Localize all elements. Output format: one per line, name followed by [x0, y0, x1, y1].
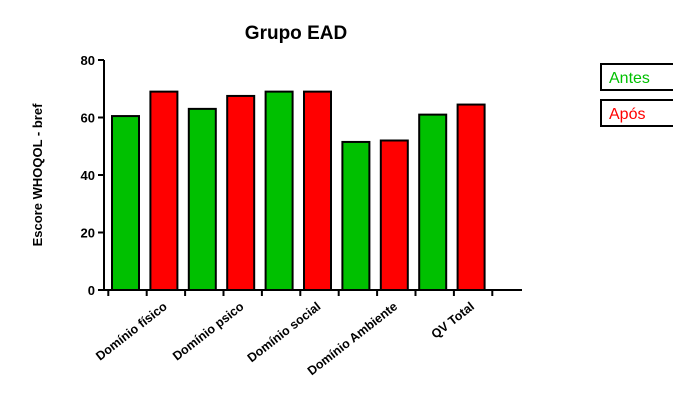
bar-antes-0	[111, 115, 140, 291]
y-axis-label: Escore WHOQOL - bref	[30, 103, 45, 246]
bars-layer	[111, 90, 486, 291]
y-tick-label-0: 0	[88, 283, 95, 298]
bar-apos-2	[303, 90, 332, 291]
bar-antes-2	[264, 90, 294, 291]
bar-apos-0	[149, 90, 179, 291]
bar-antes-4	[418, 113, 448, 291]
y-tick-label-60: 60	[81, 111, 95, 126]
legend: Antes Após	[600, 63, 673, 127]
chart-title: Grupo EAD	[245, 23, 347, 44]
x-category-label-2: Domínio social	[245, 299, 324, 365]
x-category-label-4: QV Total	[429, 299, 477, 341]
bar-apos-3	[379, 139, 409, 291]
y-tick-label-40: 40	[81, 168, 95, 183]
legend-box-antes	[600, 63, 673, 91]
bar-antes-3	[341, 140, 371, 291]
y-tick-label-80: 80	[81, 53, 95, 68]
legend-box-apos	[600, 99, 673, 127]
legend-label-apos: Após	[609, 106, 645, 123]
bar-apos-4	[456, 103, 486, 291]
axes-layer: 0 20 40 60 80 Domínio físico Domínio psicoDomí…	[81, 53, 522, 378]
x-category-label-1: Domínio psico	[170, 299, 247, 363]
legend-label-antes: Antes	[609, 70, 650, 87]
bar-antes-1	[187, 107, 217, 291]
y-tick-label-20: 20	[81, 226, 95, 241]
x-category-label-0: Domínio físico	[93, 299, 170, 363]
bar-apos-1	[226, 94, 256, 291]
